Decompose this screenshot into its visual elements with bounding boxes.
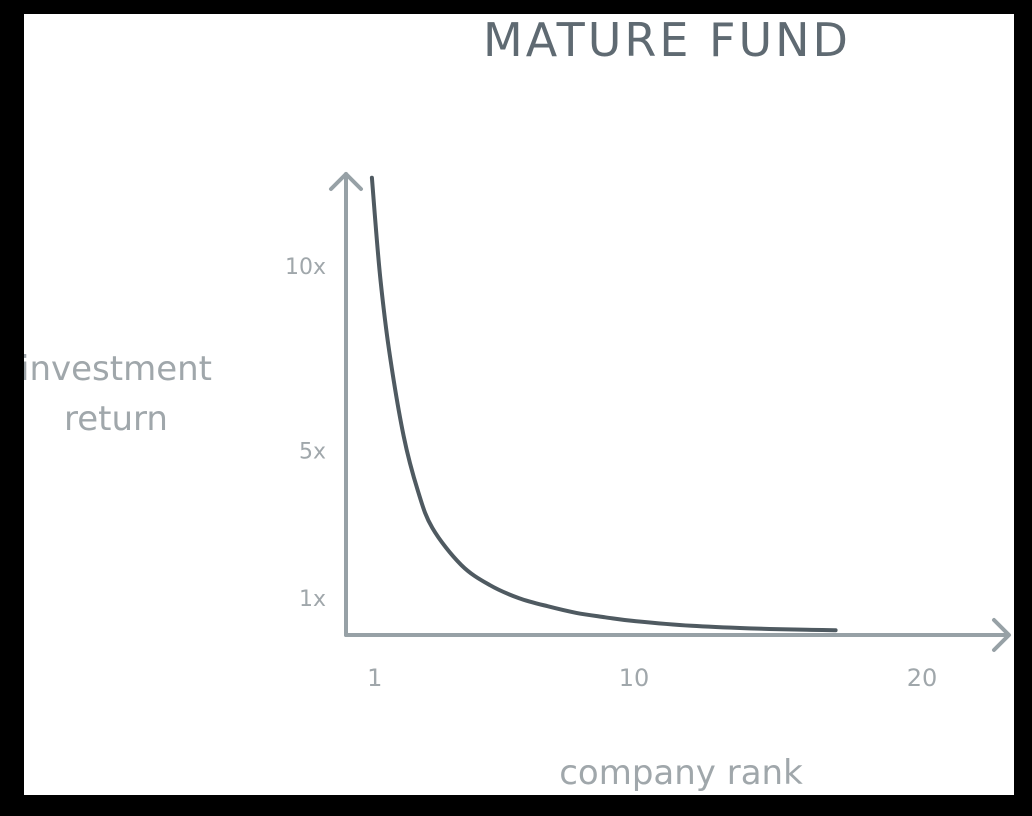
y-tick-label: 5x [299, 440, 326, 465]
y-tick-label: 10x [285, 255, 326, 280]
y-axis-title-line: return [64, 399, 168, 439]
y-tick-labels: 1x 5x 10x [285, 255, 326, 612]
y-axis-title-line: investment [24, 349, 212, 389]
y-axis-arrowhead [329, 172, 363, 191]
return-curve [369, 175, 838, 633]
x-tick-label: 20 [907, 664, 938, 692]
chart-title: MATURE FUND [483, 14, 851, 67]
slide-frame: MATURE FUND investment return company ra… [24, 14, 1014, 795]
y-axis-title: investment return [24, 349, 212, 439]
x-tick-label: 10 [619, 664, 650, 692]
y-tick-label: 1x [299, 587, 326, 612]
x-axis-title: company rank [559, 753, 803, 793]
series-group [369, 175, 838, 633]
axes [329, 172, 1011, 652]
x-axis-arrowhead [992, 618, 1011, 652]
chart-canvas: MATURE FUND investment return company ra… [24, 14, 1011, 793]
x-tick-labels: 1 10 20 [367, 664, 937, 692]
x-tick-label: 1 [367, 664, 382, 692]
